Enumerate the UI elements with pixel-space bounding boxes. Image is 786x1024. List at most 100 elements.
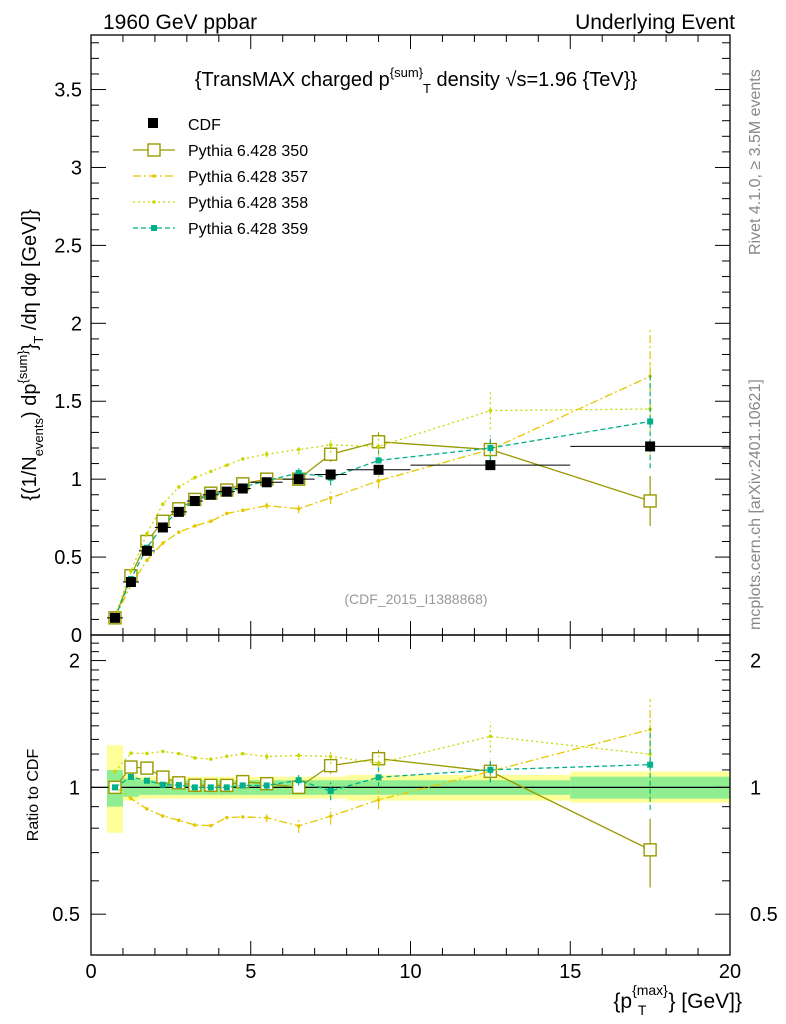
series-4-ratio-point bbox=[127, 773, 134, 780]
series-4-ratio-point bbox=[143, 777, 150, 784]
y-tick-label: 0.5 bbox=[54, 547, 82, 569]
legend-marker-1 bbox=[147, 143, 161, 157]
series-4-ratio-point bbox=[191, 784, 198, 791]
series-4-ratio-point bbox=[647, 761, 654, 768]
series-3-ratio-point bbox=[488, 734, 493, 739]
header-right: Underlying Event bbox=[575, 11, 735, 34]
series-1-ratio-point bbox=[140, 761, 154, 775]
chart-title: {TransMAX charged p{sum}T density √s=1.9… bbox=[195, 65, 638, 96]
series-4-ratio-point bbox=[159, 781, 166, 788]
x-tick-label: 15 bbox=[559, 961, 581, 983]
series-3-ratio-point bbox=[648, 752, 652, 757]
series-2-point bbox=[145, 558, 149, 562]
data-point bbox=[125, 577, 136, 588]
legend-marker-data bbox=[148, 118, 158, 128]
series-3-point bbox=[376, 444, 381, 449]
legend-label-3: Pythia 6.428 358 bbox=[188, 195, 308, 212]
series-2-ratio-point bbox=[209, 823, 213, 828]
series-2-point bbox=[177, 530, 181, 534]
series-4-ratio-point bbox=[207, 784, 214, 791]
series-3-ratio-point bbox=[145, 751, 149, 756]
ratio-y-tick-label: 2 bbox=[69, 651, 80, 673]
series-3-point bbox=[209, 469, 213, 474]
legend-label-2: Pythia 6.428 357 bbox=[188, 169, 308, 186]
series-2-ratio-point bbox=[177, 818, 181, 823]
mcplots-label: mcplots.cern.ch [arXiv:2401.10621] bbox=[747, 379, 764, 630]
rivet-label: Rivet 4.1.0, ≥ 3.5M events bbox=[747, 69, 764, 255]
y-axis-label: {(1/Nevents) dp{sum}}T /dη dφ [GeV]} bbox=[15, 209, 46, 501]
series-3-point bbox=[161, 502, 165, 506]
data-point bbox=[373, 464, 384, 475]
series-2-ratio-point bbox=[145, 807, 149, 811]
ratio-y-axis-label: Ratio to CDF bbox=[25, 749, 42, 842]
main-plot-frame bbox=[90, 34, 731, 636]
series-4-ratio-point bbox=[487, 766, 494, 773]
series-3-ratio-point bbox=[376, 761, 381, 765]
series-2-ratio-point bbox=[328, 814, 333, 818]
legend-marker-2 bbox=[152, 174, 156, 178]
series-3-point bbox=[177, 485, 181, 489]
series-3-point bbox=[193, 475, 197, 480]
series-3-point bbox=[145, 531, 149, 536]
y-tick-label: 1 bbox=[71, 469, 82, 491]
data-point bbox=[205, 489, 216, 500]
ratio-y-tick-label-right: 1 bbox=[750, 777, 761, 799]
series-3-line bbox=[114, 408, 651, 617]
data-point bbox=[325, 469, 336, 480]
series-3-ratio-point bbox=[113, 769, 117, 774]
series-2-ratio-point bbox=[161, 814, 165, 818]
series-4-ratio-point bbox=[111, 784, 118, 791]
series-3-ratio-point bbox=[240, 751, 245, 756]
series-1-point bbox=[323, 447, 338, 461]
series-2-point bbox=[328, 496, 333, 500]
series-3-ratio-point bbox=[296, 753, 301, 758]
series-2-ratio-point bbox=[376, 798, 381, 802]
legend-label-data: CDF bbox=[188, 117, 221, 134]
header-left: 1960 GeV ppbar bbox=[103, 11, 257, 34]
data-point bbox=[645, 441, 656, 452]
series-3-point bbox=[264, 452, 269, 457]
series-1-ratio-point bbox=[124, 760, 138, 774]
series-4-ratio-point bbox=[223, 784, 230, 791]
y-tick-label: 2 bbox=[71, 313, 82, 335]
x-tick-label: 5 bbox=[245, 961, 256, 983]
legend-marker-4 bbox=[151, 225, 157, 231]
y-tick-label: 2.5 bbox=[54, 235, 82, 257]
series-3-ratio-point bbox=[209, 757, 213, 761]
series-3-ratio-point bbox=[264, 754, 269, 759]
series-2-point bbox=[264, 503, 269, 508]
series-3-ratio-point bbox=[129, 751, 133, 755]
data-point bbox=[293, 474, 304, 485]
data-point bbox=[141, 545, 152, 556]
series-2-point bbox=[193, 524, 197, 528]
series-3-point bbox=[240, 457, 245, 461]
series-1-ratio-point bbox=[643, 843, 657, 857]
series-2-ratio-point bbox=[129, 796, 133, 801]
x-tick-label: 10 bbox=[399, 961, 421, 983]
series-2-point bbox=[296, 506, 301, 511]
x-tick-label: 0 bbox=[85, 961, 96, 983]
series-3-point bbox=[488, 408, 493, 413]
series-4-ratio-point bbox=[263, 782, 270, 789]
legend-label-1: Pythia 6.428 350 bbox=[188, 143, 308, 160]
series-2-ratio-point bbox=[264, 815, 269, 820]
ratio-y-tick-label-right: 2 bbox=[750, 651, 761, 673]
series-3-ratio-point bbox=[224, 754, 229, 759]
series-4-ratio-point bbox=[175, 782, 182, 789]
data-point bbox=[237, 483, 248, 494]
series-3-point bbox=[296, 447, 301, 452]
series-4-line bbox=[114, 420, 651, 619]
ratio-y-tick-label: 0.5 bbox=[52, 904, 80, 926]
analysis-id: (CDF_2015_I1388868) bbox=[344, 591, 487, 607]
series-2-point bbox=[209, 519, 213, 524]
y-tick-label: 3 bbox=[71, 157, 82, 179]
series-4-point bbox=[295, 469, 302, 476]
series-2-point bbox=[240, 508, 245, 513]
series-1-ratio-point bbox=[156, 770, 170, 784]
series-3-point bbox=[224, 463, 229, 467]
data-point bbox=[173, 506, 184, 517]
series-2-ratio-point bbox=[296, 824, 301, 828]
data-point bbox=[485, 460, 496, 471]
data-point bbox=[157, 522, 168, 533]
